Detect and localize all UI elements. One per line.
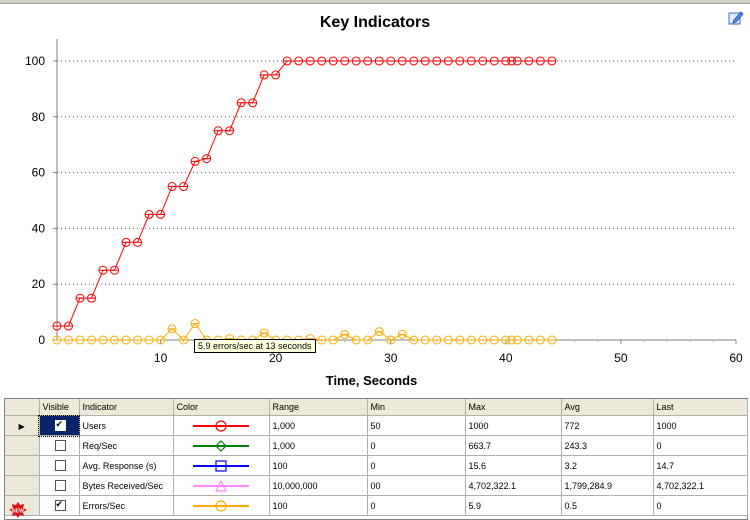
last-cell: 4,702,322.1 [653,475,748,496]
indicator-cell: Req/Sec [79,435,174,456]
avg-cell: 243.3 [561,435,654,456]
x-tick-label: 60 [729,351,743,365]
visible-cell [39,455,80,476]
x-tick-label: 40 [499,351,513,365]
color-cell[interactable] [173,495,270,516]
y-tick-label: 100 [25,54,45,68]
x-tick-label: 30 [384,351,398,365]
series-line [57,322,552,341]
color-swatch-icon [193,459,249,472]
max-cell: 15.6 [465,455,562,476]
row-header[interactable] [5,475,40,496]
avg-cell: 1,799,284.9 [561,475,654,496]
indicator-cell: Bytes Received/Sec [79,475,174,496]
x-tick-label: 20 [269,351,283,365]
visible-checkbox[interactable] [54,460,66,472]
row-header[interactable] [5,435,40,456]
table-row[interactable]: Bytes Received/Sec 10,000,000 00 4,702,322.… [5,475,748,496]
y-tick-label: 0 [38,333,45,347]
chart-title: Key Indicators [319,14,431,31]
chart-tooltip: 5.9 errors/sec at 13 seconds [194,339,316,353]
col-header-last[interactable]: Last [653,399,748,416]
table-row[interactable]: Req/Sec 1,000 0 663.7 243.3 0 [5,435,748,456]
col-header-max[interactable]: Max [465,399,562,416]
row-header[interactable] [5,455,40,476]
color-swatch-icon [193,419,249,432]
y-tick-label: 40 [32,221,46,235]
range-cell: 100 [269,455,368,476]
row-header[interactable]: ▶ [5,415,40,436]
col-header-color[interactable]: Color [173,399,270,416]
row-pointer-icon: ▶ [18,421,25,431]
indicator-cell: Avg. Response (s) [79,455,174,476]
x-tick-label: 10 [154,351,168,365]
avg-cell: 3.2 [561,455,654,476]
visible-checkbox[interactable] [54,480,66,492]
max-cell: 1000 [465,415,562,436]
indicator-grid: Visible Indicator Color Range Min Max Av… [4,398,748,520]
min-cell: 0 [367,435,466,456]
col-header-min[interactable]: Min [367,399,466,416]
max-cell: 5.9 [465,495,562,516]
min-cell: 50 [367,415,466,436]
col-header-avg[interactable]: Avg [561,399,654,416]
x-tick-label: 50 [614,351,628,365]
edit-icon[interactable] [728,10,744,26]
min-cell: 0 [367,455,466,476]
color-swatch-icon [193,439,249,452]
range-cell: 1,000 [269,435,368,456]
max-cell: 4,702,322.1 [465,475,562,496]
color-cell[interactable] [173,455,270,476]
col-header-range[interactable]: Range [269,399,368,416]
series-line [57,60,552,327]
visible-checkbox[interactable] [54,440,66,452]
range-cell: 100 [269,495,368,516]
last-cell: 0 [653,435,748,456]
min-cell: 00 [367,475,466,496]
range-cell: 10,000,000 [269,475,368,496]
range-cell: 1,000 [269,415,368,436]
visible-cell [39,435,80,456]
new-badge-icon: NEW [9,502,27,518]
y-tick-label: 20 [32,277,46,291]
indicator-cell: Errors/Sec [79,495,174,516]
y-tick-label: 60 [32,166,46,180]
grid-header-row: Visible Indicator Color Range Min Max Av… [5,399,748,416]
visible-cell [39,495,80,516]
x-axis-label: Time, Seconds [326,373,418,388]
color-cell[interactable] [173,415,270,436]
color-swatch-icon [193,479,249,492]
max-cell: 663.7 [465,435,562,456]
visible-checkbox[interactable] [54,500,66,512]
color-cell[interactable] [173,435,270,456]
visible-cell [39,475,80,496]
last-cell: 14.7 [653,455,748,476]
color-cell[interactable] [173,475,270,496]
top-border [0,0,750,4]
visible-checkbox[interactable] [54,420,66,432]
avg-cell: 772 [561,415,654,436]
avg-cell: 0.5 [561,495,654,516]
col-header-visible[interactable]: Visible [39,399,80,416]
row-header-corner [5,399,40,416]
svg-text:NEW: NEW [12,509,24,515]
last-cell: 0 [653,495,748,516]
visible-cell [38,414,80,437]
min-cell: 0 [367,495,466,516]
col-header-indicator[interactable]: Indicator [79,399,174,416]
line-chart: 0 20 40 60 80 100 10 20 30 40 50 60 Time, Seconds [25,39,743,388]
y-tick-label: 80 [32,110,46,124]
table-row[interactable]: Avg. Response (s) 100 0 15.6 3.2 14.7 [5,455,748,476]
last-cell: 1000 [653,415,748,436]
color-swatch-icon [193,499,249,512]
indicator-cell: Users [79,415,174,436]
